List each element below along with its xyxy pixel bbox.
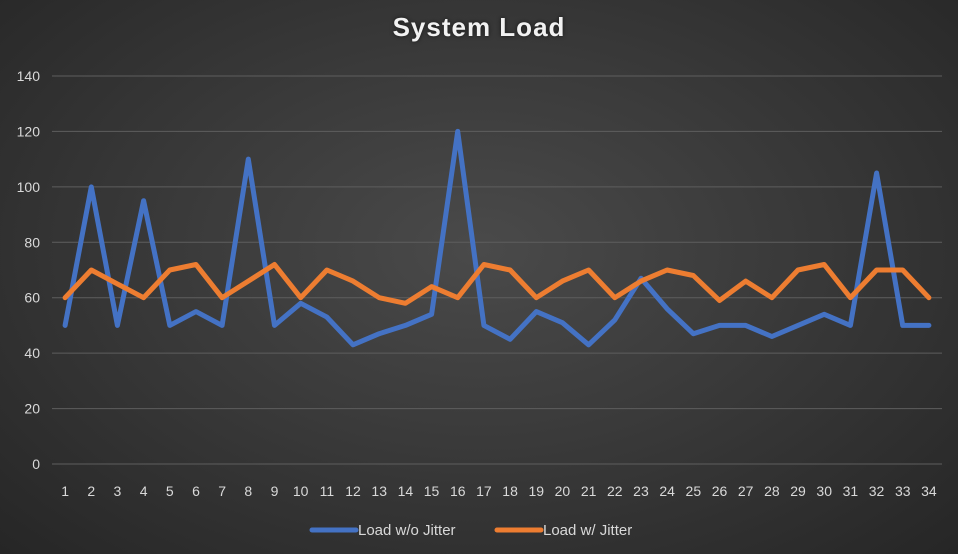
legend: Load w/o Jitter Load w/ Jitter (309, 522, 632, 539)
x-tick-label: 27 (738, 483, 754, 499)
x-axis-ticks: 1 2 3 4 5 6 7 8 9 10 11 12 13 14 15 16 17 18 19 20 21 22 23 24 2… (61, 483, 937, 499)
x-tick-label: 11 (320, 483, 335, 499)
x-tick-label: 31 (843, 483, 859, 499)
legend-label: Load w/ Jitter (543, 522, 632, 539)
x-tick-label: 19 (528, 483, 544, 499)
x-tick-label: 32 (869, 483, 885, 499)
series-lines (62, 128, 932, 348)
chart-title: System Load (392, 12, 566, 42)
y-tick-label: 80 (24, 234, 40, 250)
series-line-2 (62, 262, 932, 306)
y-tick-label: 60 (24, 290, 40, 306)
x-tick-label: 8 (244, 483, 252, 499)
x-tick-label: 23 (633, 483, 649, 499)
x-tick-label: 9 (271, 483, 279, 499)
x-tick-label: 33 (895, 483, 911, 499)
x-tick-label: 7 (218, 483, 226, 499)
x-tick-label: 10 (293, 483, 309, 499)
x-tick-label: 13 (371, 483, 387, 499)
x-tick-label: 4 (140, 483, 148, 499)
x-tick-label: 34 (921, 483, 937, 499)
x-tick-label: 25 (686, 483, 702, 499)
x-tick-label: 6 (192, 483, 200, 499)
x-tick-label: 24 (659, 483, 675, 499)
x-tick-label: 14 (398, 483, 414, 499)
x-tick-label: 22 (607, 483, 623, 499)
y-tick-label: 120 (17, 123, 41, 139)
x-tick-label: 12 (345, 483, 361, 499)
x-tick-label: 16 (450, 483, 466, 499)
x-tick-label: 26 (712, 483, 728, 499)
y-tick-label: 0 (32, 456, 40, 472)
x-tick-label: 2 (87, 483, 95, 499)
x-tick-label: 30 (816, 483, 832, 499)
x-tick-label: 21 (581, 483, 597, 499)
x-tick-label: 5 (166, 483, 174, 499)
x-tick-label: 29 (790, 483, 806, 499)
x-tick-label: 28 (764, 483, 780, 499)
gridlines (52, 75, 942, 465)
x-tick-label: 17 (476, 483, 492, 499)
y-tick-label: 40 (24, 345, 40, 361)
y-tick-label: 100 (17, 179, 41, 195)
x-tick-label: 20 (555, 483, 571, 499)
x-tick-label: 18 (502, 483, 518, 499)
y-tick-label: 140 (17, 68, 41, 84)
y-axis-ticks: 0 20 40 60 80 100 120 140 (17, 68, 41, 472)
x-tick-label: 15 (424, 483, 440, 499)
y-tick-label: 20 (24, 401, 40, 417)
series-line-1 (62, 128, 932, 348)
x-tick-label: 1 (61, 483, 69, 499)
legend-label: Load w/o Jitter (358, 522, 456, 539)
x-tick-label: 3 (114, 483, 122, 499)
